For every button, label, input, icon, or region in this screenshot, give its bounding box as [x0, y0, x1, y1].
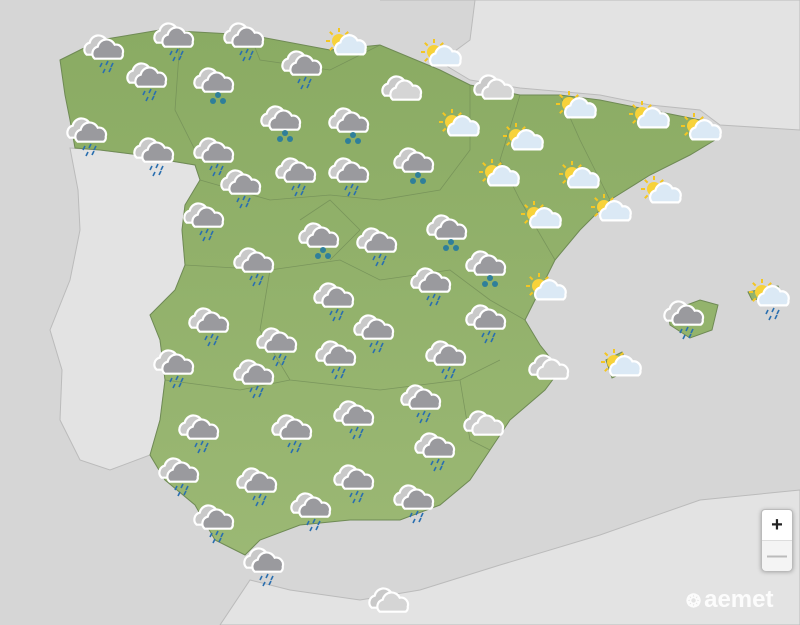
sun-cloud-icon[interactable]: [439, 109, 480, 137]
sun-cloud-icon[interactable]: [326, 28, 367, 56]
rain-icon[interactable]: [328, 157, 370, 197]
rain-icon[interactable]: [425, 340, 467, 380]
sun-cloud-icon[interactable]: [629, 101, 670, 129]
sun-cloud-icon[interactable]: [681, 113, 722, 141]
snow-icon[interactable]: [328, 107, 370, 144]
rain-icon[interactable]: [133, 137, 175, 177]
rain-icon[interactable]: [353, 314, 395, 354]
snow-icon[interactable]: [393, 147, 435, 184]
rain-icon[interactable]: [663, 300, 705, 340]
zoom-in-button[interactable]: +: [762, 510, 792, 541]
zoom-control: + —: [761, 509, 793, 571]
sun-cloud-icon[interactable]: [421, 39, 462, 67]
rain-icon[interactable]: [400, 384, 442, 424]
sun-cloud-icon[interactable]: [601, 349, 642, 377]
cloud-icon[interactable]: [368, 587, 410, 613]
rain-icon[interactable]: [183, 202, 225, 242]
snow-icon[interactable]: [298, 222, 340, 259]
snow-icon[interactable]: [465, 250, 507, 287]
sun-cloud-icon[interactable]: [556, 91, 597, 119]
rain-icon[interactable]: [281, 50, 323, 90]
sun-cloud-icon[interactable]: [521, 201, 562, 229]
rain-icon[interactable]: [66, 117, 108, 157]
rain-icon[interactable]: [83, 34, 125, 74]
france-landmass: [380, 0, 800, 131]
rain-icon[interactable]: [315, 340, 357, 380]
sun-cloud-icon[interactable]: [503, 123, 544, 151]
rain-icon[interactable]: [153, 22, 195, 62]
rain-icon[interactable]: [233, 359, 275, 399]
cloud-icon[interactable]: [528, 354, 570, 380]
rain-icon[interactable]: [290, 492, 332, 532]
snow-icon[interactable]: [260, 105, 302, 142]
rain-icon[interactable]: [193, 137, 235, 177]
sun-cloud-icon[interactable]: [559, 161, 600, 189]
rain-icon[interactable]: [193, 504, 235, 544]
snow-icon[interactable]: [193, 67, 235, 104]
rain-icon[interactable]: [223, 22, 265, 62]
sun-cloud-icon[interactable]: [591, 194, 632, 222]
rain-icon[interactable]: [236, 467, 278, 507]
rain-icon[interactable]: [410, 267, 452, 307]
rain-icon[interactable]: [153, 349, 195, 389]
zoom-out-button[interactable]: —: [762, 541, 792, 571]
rain-icon[interactable]: [158, 457, 200, 497]
rain-icon[interactable]: [356, 227, 398, 267]
rain-icon[interactable]: [243, 547, 285, 587]
rain-icon[interactable]: [393, 484, 435, 524]
rain-icon[interactable]: [233, 247, 275, 287]
sun-cloud-icon[interactable]: [526, 273, 567, 301]
aemet-logo: ❂ aemet: [686, 586, 773, 614]
africa-landmass: [219, 489, 800, 625]
sun-cloud-icon[interactable]: [479, 159, 520, 187]
rain-icon[interactable]: [275, 157, 317, 197]
rain-icon[interactable]: [220, 169, 262, 209]
rain-icon[interactable]: [126, 62, 168, 102]
rain-icon[interactable]: [333, 400, 375, 440]
cloud-icon[interactable]: [463, 410, 505, 436]
rain-icon[interactable]: [313, 282, 355, 322]
cloud-icon[interactable]: [381, 75, 423, 101]
logo-text: aemet: [704, 586, 774, 613]
snow-icon[interactable]: [426, 214, 468, 251]
sun-cloud-rain-icon[interactable]: [749, 279, 790, 321]
rain-icon[interactable]: [333, 464, 375, 504]
aemet-logo-mark-icon: ❂: [686, 591, 702, 611]
rain-icon[interactable]: [256, 327, 298, 367]
cloud-icon[interactable]: [473, 74, 515, 100]
rain-icon[interactable]: [178, 414, 220, 454]
rain-icon[interactable]: [465, 304, 507, 344]
rain-icon[interactable]: [414, 432, 456, 472]
rain-icon[interactable]: [271, 414, 313, 454]
sun-cloud-icon[interactable]: [641, 176, 682, 204]
rain-icon[interactable]: [188, 307, 230, 347]
